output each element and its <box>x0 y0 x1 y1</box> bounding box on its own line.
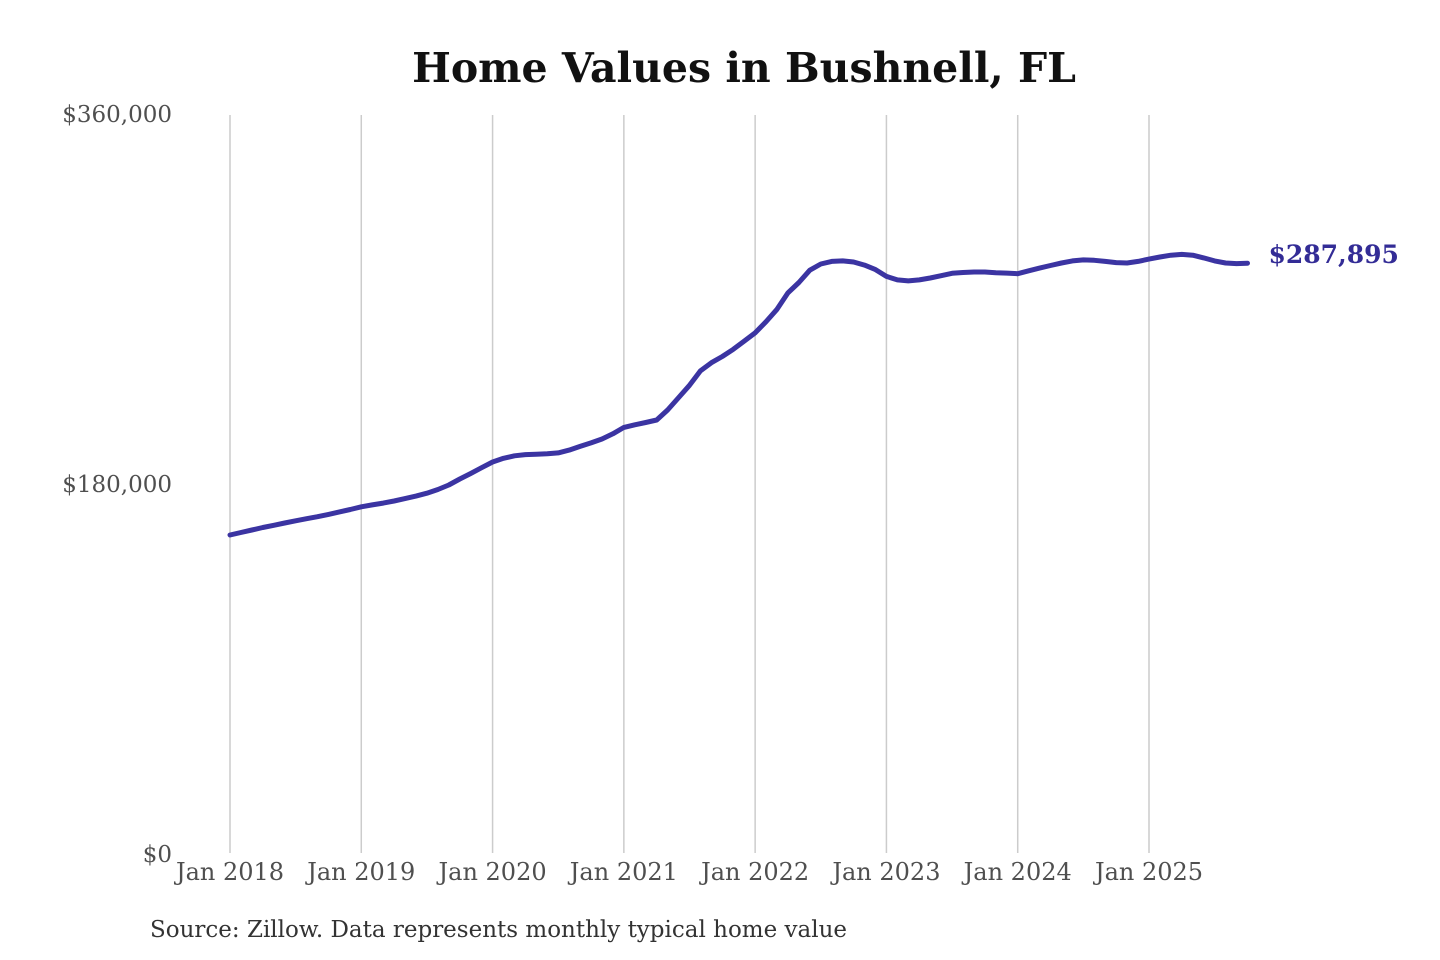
chart-title: Home Values in Bushnell, FL <box>412 44 1076 92</box>
y-tick-label: $360,000 <box>62 102 172 128</box>
source-note: Source: Zillow. Data represents monthly … <box>150 917 848 943</box>
x-tick-label: Jan 2024 <box>963 858 1072 886</box>
vertical-gridlines <box>229 115 1150 853</box>
x-tick-label: Jan 2022 <box>701 858 810 886</box>
x-tick-label: Jan 2021 <box>569 858 678 886</box>
y-tick-label: $180,000 <box>62 472 172 498</box>
x-tick-label: Jan 2020 <box>438 858 547 886</box>
x-tick-label: Jan 2023 <box>832 858 941 886</box>
y-tick-label: $0 <box>142 842 172 868</box>
x-tick-label: Jan 2019 <box>307 858 416 886</box>
current-value-label: $287,895 <box>1268 240 1399 270</box>
x-tick-label: Jan 2025 <box>1094 858 1204 886</box>
x-tick-label: Jan 2018 <box>175 858 285 886</box>
home-value-line <box>227 251 1250 538</box>
